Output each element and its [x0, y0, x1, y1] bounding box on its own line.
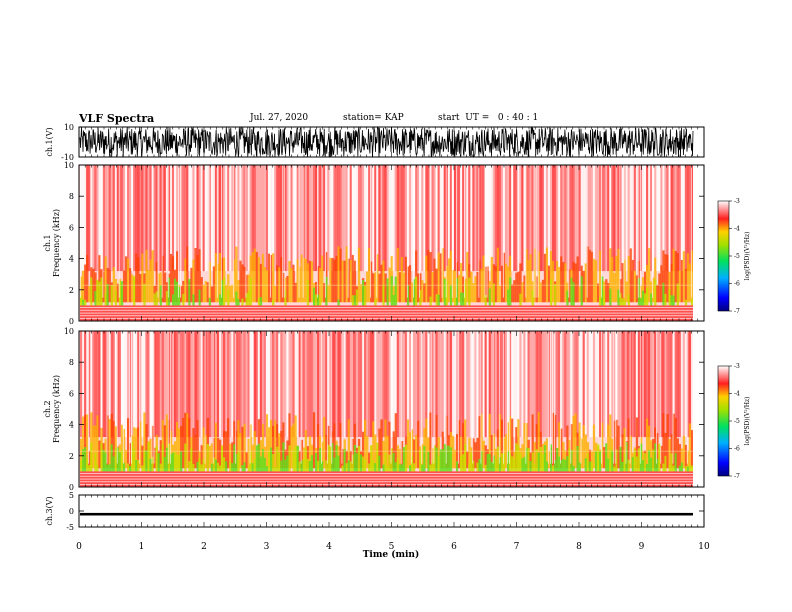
ch2-spec-ylabel-channel: ch.2 [43, 400, 52, 417]
colorbar-tick-label: -6 [734, 281, 740, 288]
spec-ytick-label: 0 [69, 483, 74, 492]
ch2-spec-ylabel: Frequency (kHz) [52, 375, 61, 443]
ch3-ylabel: ch.3(V) [45, 496, 54, 525]
ch2-colorbar-label: log(PSD)(V²/Hz) [744, 397, 751, 446]
time-axis: 0 1 2 3 4 5 6 7 8 9 10 [76, 127, 710, 552]
spec-ytick-label: 4 [69, 255, 74, 264]
ch1-waveform-line [79, 126, 694, 158]
x-tick-label: 6 [451, 542, 457, 552]
x-tick-label: 4 [326, 542, 332, 552]
ch1-ytick-bottom: -10 [61, 153, 74, 162]
x-tick-label: 7 [514, 542, 520, 552]
start-ut-label: start UT = 0 : 40 : 1 [438, 113, 539, 123]
x-tick-label: 3 [264, 542, 270, 552]
x-tick-label: 10 [698, 542, 710, 552]
ch1-waveform-panel: 10 -10 ch.1(V) [45, 123, 705, 162]
spec-ytick-label: 6 [69, 389, 74, 398]
ch1-spectrogram-panel: 0 2 4 6 8 10 ch.1 Frequency (kHz) [43, 161, 705, 326]
ch1-colorbar: -3 -4 -5 -6 -7 log(PSD)(V²/Hz) [717, 198, 751, 315]
colorbar-tick-label: -3 [734, 363, 740, 370]
colorbar-tick-label: -5 [734, 418, 740, 425]
ch1-spectrogram-heatmap [80, 165, 704, 321]
spec-ytick-label: 10 [64, 327, 74, 336]
ch3-waveform-band [80, 512, 693, 516]
ch3-waveform-panel: 5 0 -5 ch.3(V) [45, 491, 705, 532]
date-label: Jul. 27, 2020 [250, 113, 309, 123]
x-axis-label: Time (min) [363, 549, 420, 560]
spec-ytick-label: 8 [69, 358, 74, 367]
ch1-colorbar-label: log(PSD)(V²/Hz) [744, 232, 751, 281]
colorbar-tick-label: -4 [734, 391, 740, 398]
x-tick-label: 1 [139, 542, 145, 552]
spec-ytick-label: 10 [64, 161, 74, 170]
ch3-ytick-label: 0 [69, 507, 74, 516]
ch1-ytick-top: 10 [64, 123, 74, 132]
x-tick-label: 2 [201, 542, 207, 552]
ch3-ytick-label: 5 [69, 491, 74, 500]
x-tick-label: 9 [639, 542, 645, 552]
spec-ytick-label: 6 [69, 223, 74, 232]
colorbar-tick-label: -7 [734, 473, 740, 480]
spec-ytick-label: 8 [69, 192, 74, 201]
ch1-ylabel: ch.1(V) [45, 127, 54, 156]
x-tick-label: 8 [576, 542, 582, 552]
colorbar-tick-label: -4 [734, 226, 740, 233]
spec-ytick-label: 4 [69, 421, 74, 430]
ch1-spec-ylabel-channel: ch.1 [43, 234, 52, 251]
x-tick-label: 5 [389, 542, 395, 552]
ch2-spectrogram-panel: 0 2 4 6 8 10 ch.2 Frequency (kHz) [43, 327, 705, 492]
colorbar-tick-label: -5 [734, 253, 740, 260]
spec-ytick-label: 2 [69, 452, 74, 461]
x-tick-label: 0 [76, 542, 82, 552]
colorbar-tick-label: -7 [734, 308, 740, 315]
ch1-spec-ylabel: Frequency (kHz) [52, 209, 61, 277]
ch3-ytick-label: -5 [66, 523, 74, 532]
colorbar-tick-label: -6 [734, 446, 740, 453]
ch2-colorbar: -3 -4 -5 -6 -7 log(PSD)(V²/Hz) [717, 363, 751, 480]
figure-title: VLF Spectra [79, 112, 155, 125]
station-label: station= KAP [343, 113, 404, 123]
ch2-spectrogram-heatmap [80, 331, 704, 487]
spec-ytick-label: 0 [69, 317, 74, 326]
colorbar-tick-label: -3 [734, 198, 740, 205]
spec-ytick-label: 2 [69, 286, 74, 295]
